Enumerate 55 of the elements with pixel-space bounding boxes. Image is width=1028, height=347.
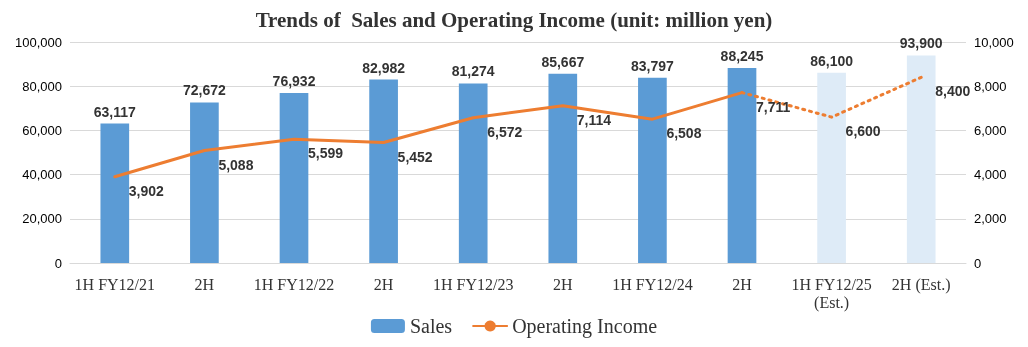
- x-tick-label: 1H FY12/22: [253, 275, 335, 293]
- data-label: 86,100: [810, 52, 854, 69]
- data-label: 63,117: [93, 103, 137, 120]
- data-label: 83,797: [630, 57, 675, 74]
- chart-title: Trends of Sales and Operating Income (unit: million yen): [255, 7, 773, 32]
- y-tick-label: 80,000: [22, 78, 62, 94]
- legend-label: Operating Income: [512, 315, 658, 338]
- x-tick-label: 2H: [732, 275, 753, 293]
- x-tick-label: 1H FY12/24: [612, 275, 693, 293]
- bar: [369, 79, 398, 263]
- data-label: 93,900: [899, 35, 943, 52]
- y-tick-label: 40,000: [22, 167, 62, 183]
- y-tick-label: 0: [54, 255, 62, 271]
- data-label: 6,508: [666, 125, 702, 142]
- bar: [190, 102, 219, 263]
- bar: [906, 55, 936, 263]
- x-tick-label: 2H (Est.): [891, 275, 951, 294]
- bar: [638, 77, 667, 263]
- data-label: 7,711: [756, 98, 791, 115]
- y2-tick-label: 6,000: [974, 122, 1007, 138]
- y2-tick-label: 4,000: [974, 167, 1007, 183]
- data-label: 85,667: [541, 53, 585, 70]
- data-label: 8,400: [935, 83, 971, 100]
- x-tick-label: 1H FY12/23: [432, 275, 514, 293]
- x-tick-label: 1H FY12/21: [74, 275, 156, 293]
- y-tick-label: 60,000: [22, 122, 62, 138]
- bar: [279, 92, 309, 263]
- x-tick-label: 2H: [553, 275, 574, 293]
- data-label: 7,114: [576, 111, 612, 128]
- data-label: 5,599: [308, 145, 344, 162]
- data-label: 5,452: [397, 148, 433, 165]
- bar: [817, 72, 846, 263]
- y-tick-label: 20,000: [22, 211, 62, 227]
- data-label: 82,982: [362, 59, 406, 76]
- data-label: 81,274: [451, 63, 495, 80]
- y2-tick-label: 10,000: [974, 34, 1014, 50]
- data-label: 72,672: [182, 82, 227, 99]
- bar: [100, 123, 130, 263]
- y2-tick-label: 2,000: [974, 211, 1007, 227]
- data-label: 88,245: [720, 47, 764, 64]
- bar: [458, 83, 488, 263]
- data-label: 5,088: [218, 156, 254, 173]
- x-tick-label: 2H: [373, 275, 394, 293]
- bar: [548, 73, 578, 263]
- bar: [727, 67, 757, 263]
- data-label: 3,902: [128, 182, 165, 199]
- y2-tick-label: 0: [974, 255, 982, 271]
- x-tick-label: 2H: [194, 275, 215, 293]
- x-tick-label: 1H FY12/25 (Est.): [791, 275, 872, 312]
- data-label: 76,932: [272, 72, 316, 89]
- data-label: 6,600: [845, 123, 881, 140]
- y-tick-label: 100,000: [15, 34, 62, 50]
- legend-label: Sales: [409, 315, 453, 337]
- y2-tick-label: 8,000: [974, 78, 1007, 94]
- data-label: 6,572: [487, 123, 523, 140]
